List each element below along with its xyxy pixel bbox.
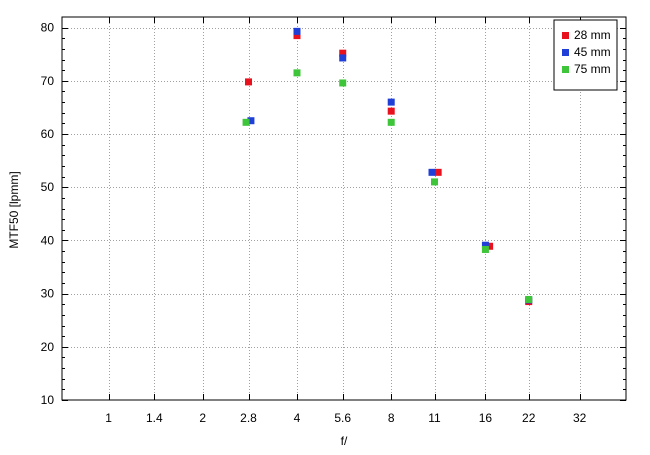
data-point [293, 27, 301, 35]
data-point [486, 242, 494, 250]
data-point [434, 168, 442, 176]
data-point [481, 241, 489, 249]
x-tick-label: 11 [428, 411, 441, 425]
x-tick-label: 1 [105, 411, 112, 425]
plot-frame [61, 16, 627, 401]
y-tick-label: 70 [41, 74, 55, 88]
y-tick-label: 10 [41, 393, 55, 407]
data-point [387, 98, 395, 106]
data-points [242, 27, 533, 306]
x-tick-label: 16 [479, 411, 493, 425]
legend-label: 28 mm [574, 28, 611, 42]
legend: 28 mm 45 mm 75 mm [553, 19, 618, 91]
data-point [431, 178, 439, 186]
x-axis-title: f/ [341, 434, 348, 448]
x-tick-label: 8 [388, 411, 395, 425]
data-point [339, 49, 347, 57]
x-tick-label: 22 [522, 411, 536, 425]
y-tick-label: 20 [41, 340, 55, 354]
data-point [293, 69, 301, 77]
data-point [242, 118, 250, 126]
data-point [387, 107, 395, 115]
x-tick-label: 1.4 [146, 411, 163, 425]
data-point [339, 79, 347, 87]
x-tick-label: 5.6 [334, 411, 351, 425]
legend-label: 45 mm [574, 45, 611, 59]
legend-marker [562, 32, 569, 39]
x-tick-label: 4 [294, 411, 301, 425]
legend-marker [562, 66, 569, 73]
data-point [481, 245, 489, 253]
data-point [247, 117, 255, 125]
data-point [339, 54, 347, 62]
y-tick-label: 50 [41, 180, 55, 194]
data-point [293, 32, 301, 40]
legend-marker [562, 49, 569, 56]
data-point [428, 168, 436, 176]
y-tick-label: 80 [41, 21, 55, 35]
x-tick-label: 32 [573, 411, 587, 425]
y-tick-label: 30 [41, 287, 55, 301]
x-tick-label: 2.8 [240, 411, 257, 425]
data-point [525, 295, 533, 303]
x-tick-label: 2 [199, 411, 206, 425]
y-tick-label: 60 [41, 127, 55, 141]
y-axis-title: MTF50 [lpmm] [7, 171, 21, 248]
data-point [245, 78, 253, 86]
legend-label: 75 mm [574, 62, 611, 76]
tick-labels: 1 1.4 2 2.8 4 5.6 8 11 16 22 32 10 20 30 40 50 60 70 80 [41, 21, 587, 425]
y-tick-label: 40 [41, 233, 55, 247]
series-75-mm [242, 69, 533, 303]
data-point [387, 118, 395, 126]
